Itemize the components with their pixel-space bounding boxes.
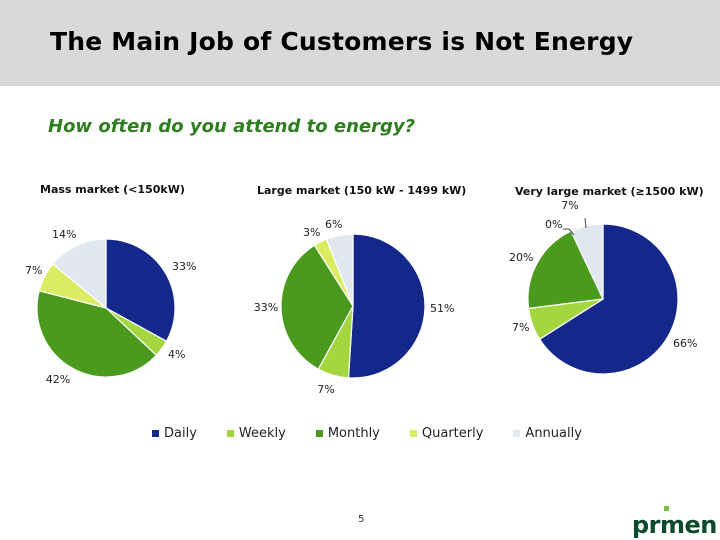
logo-dot	[664, 506, 669, 511]
leader-line	[563, 228, 575, 236]
legend-label-weekly: Weekly	[238, 426, 286, 441]
legend-swatch-quarterly	[409, 430, 417, 437]
pie-slice-annually	[325, 233, 354, 307]
pie-slice-monthly	[36, 290, 158, 378]
data-label-monthly: 33%	[254, 301, 278, 314]
slide-title: The Main Job of Customers is Not Energy	[50, 27, 634, 56]
legend-swatch-annually	[513, 430, 521, 437]
legend-item-daily: Daily	[152, 426, 197, 441]
pie-slice-daily	[538, 223, 679, 375]
chart-title-very-large-market: Very large market (≥1500 kW)	[515, 185, 704, 198]
legend-label-monthly: Monthly	[327, 426, 380, 441]
legend-item-quarterly: Quarterly	[409, 426, 484, 441]
page-number: 5	[358, 514, 365, 525]
legend-label-annually: Annually	[525, 426, 582, 441]
legend-item-monthly: Monthly	[315, 426, 380, 441]
pie-mass-market: 33% 4% 42% 7% 14%	[25, 228, 196, 386]
pie-slice-monthly	[527, 230, 604, 310]
data-label-annually: 6%	[325, 218, 342, 231]
legend-swatch-daily	[152, 430, 159, 437]
data-label-quarterly: 3%	[303, 226, 320, 239]
legend-label-quarterly: Quarterly	[421, 426, 484, 441]
pie-very-large-market: 66% 7% 20% 0% 7%	[509, 199, 697, 375]
data-label-annually: 7%	[561, 199, 578, 212]
legend-swatch-weekly	[226, 430, 234, 437]
data-label-weekly: 7%	[512, 321, 529, 334]
legend-label-daily: Daily	[164, 426, 197, 441]
data-label-weekly: 7%	[317, 383, 334, 396]
pie-slice-daily	[105, 238, 176, 343]
chart-title-mass-market: Mass market (<150kW)	[40, 183, 185, 196]
prmen-logo: prmen	[632, 511, 717, 539]
data-label-quarterly: 7%	[25, 264, 42, 277]
pie-slice-annually	[51, 238, 107, 310]
leader-line	[584, 217, 587, 229]
data-label-annually: 14%	[52, 228, 76, 241]
data-label-monthly: 20%	[509, 251, 533, 264]
data-label-quarterly: 0%	[545, 218, 562, 231]
pie-slice-monthly	[280, 244, 354, 370]
data-label-daily: 51%	[430, 302, 454, 315]
data-label-monthly: 42%	[46, 373, 70, 386]
legend-swatch-monthly	[315, 430, 323, 437]
data-label-weekly: 4%	[168, 348, 185, 361]
chart-title-large-market: Large market (150 kW - 1499 kW)	[257, 184, 467, 197]
legend-item-annually: Annually	[513, 426, 582, 441]
data-label-daily: 33%	[172, 260, 196, 273]
pie-large-market: 51% 7% 33% 3% 6%	[254, 218, 455, 396]
pie-slice-daily	[347, 233, 426, 379]
data-label-daily: 66%	[673, 337, 697, 350]
legend: Daily Weekly Monthly Quarterly Annually	[152, 426, 582, 441]
legend-item-weekly: Weekly	[226, 426, 286, 441]
slide-subtitle: How often do you attend to energy?	[48, 116, 416, 137]
title-bar	[0, 0, 720, 86]
